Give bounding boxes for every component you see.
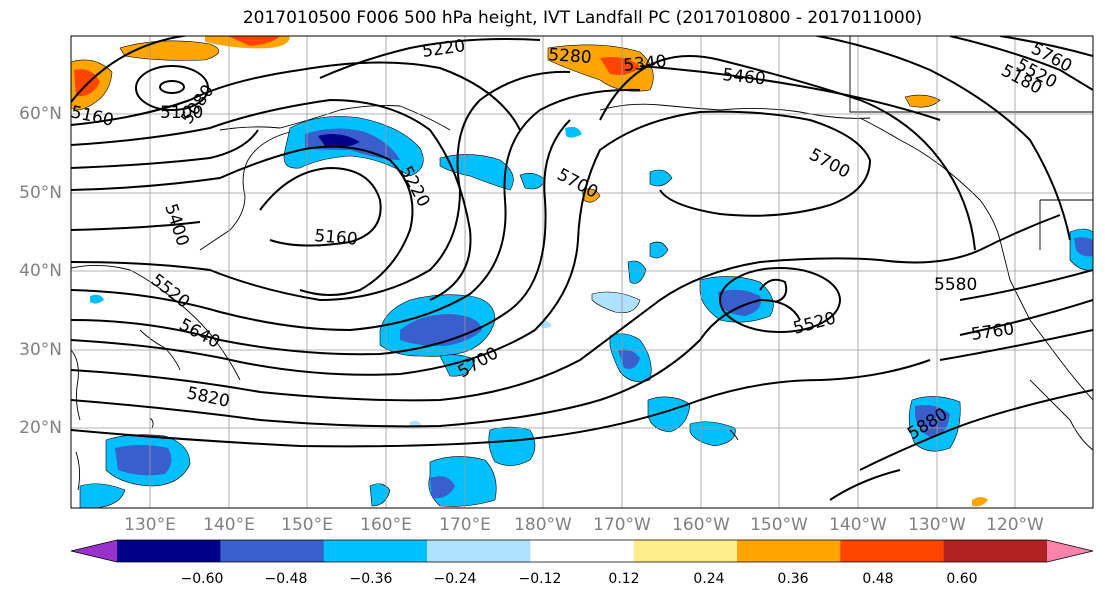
colorbar-tick-label: −0.24 [433,571,477,587]
contour-label: 5340 [622,52,667,76]
lon-label-160w: 160°W [672,515,730,535]
lat-label-30n: 30°N [19,340,62,360]
colorbar-tick-label: −0.48 [264,571,308,587]
lat-label-40n: 40°N [19,261,62,281]
colorbar-segment [530,540,635,562]
colorbar-tick-label: 0.24 [693,571,725,587]
colorbar-segment [633,540,738,562]
colorbar-tick-label: 0.36 [777,571,809,587]
colorbar-outline [70,539,1094,563]
lat-label-60n: 60°N [19,104,62,124]
colorbar [70,539,1094,563]
contour-label: 5160 [314,226,359,250]
lon-label-150e: 150°E [281,515,333,535]
lat-label-50n: 50°N [19,183,62,203]
colorbar-tick-label: 0.12 [608,571,640,587]
colorbar-tick-label: 0.60 [946,571,978,587]
contour-label: 5580 [934,275,977,295]
colorbar-segment [737,540,841,562]
contour-label: 5100 [160,103,203,123]
lon-label-180w: 180°W [514,515,572,535]
lon-label-170e: 170°E [439,515,491,535]
colorbar-extend-low [71,540,117,562]
lon-label-150w: 150°W [750,515,808,535]
lon-label-140e: 140°E [203,515,255,535]
colorbar-extend-high [1047,540,1093,562]
lon-label-130w: 130°W [908,515,966,535]
colorbar-tick-label: −0.12 [518,571,562,587]
colorbar-tick-label: −0.36 [349,571,393,587]
map-title: 2017010500 F006 500 hPa height, IVT Land… [242,8,923,28]
colorbar-segment [943,540,1048,562]
coastlines [71,36,1093,491]
contour-label: 5460 [721,65,766,89]
contour-label: 5280 [548,45,593,68]
lon-label-130e: 130°E [124,515,176,535]
colorbar-tick-label: 0.48 [862,571,894,587]
lon-label-160e: 160°E [360,515,412,535]
colorbar-segment [117,540,221,562]
gridlines [71,36,1093,508]
lon-label-170w: 170°W [593,515,651,535]
colorbar-segment [323,540,428,562]
height-contours [71,36,1093,501]
colorbar-tick-label: −0.60 [180,571,224,587]
colorbar-segment [220,540,325,562]
lon-label-140w: 140°W [829,515,887,535]
colorbar-segment [840,540,945,562]
map-frame [70,35,1094,509]
lat-label-20n: 20°N [19,418,62,438]
colorbar-segment [427,540,531,562]
lon-label-120w: 120°W [986,515,1044,535]
